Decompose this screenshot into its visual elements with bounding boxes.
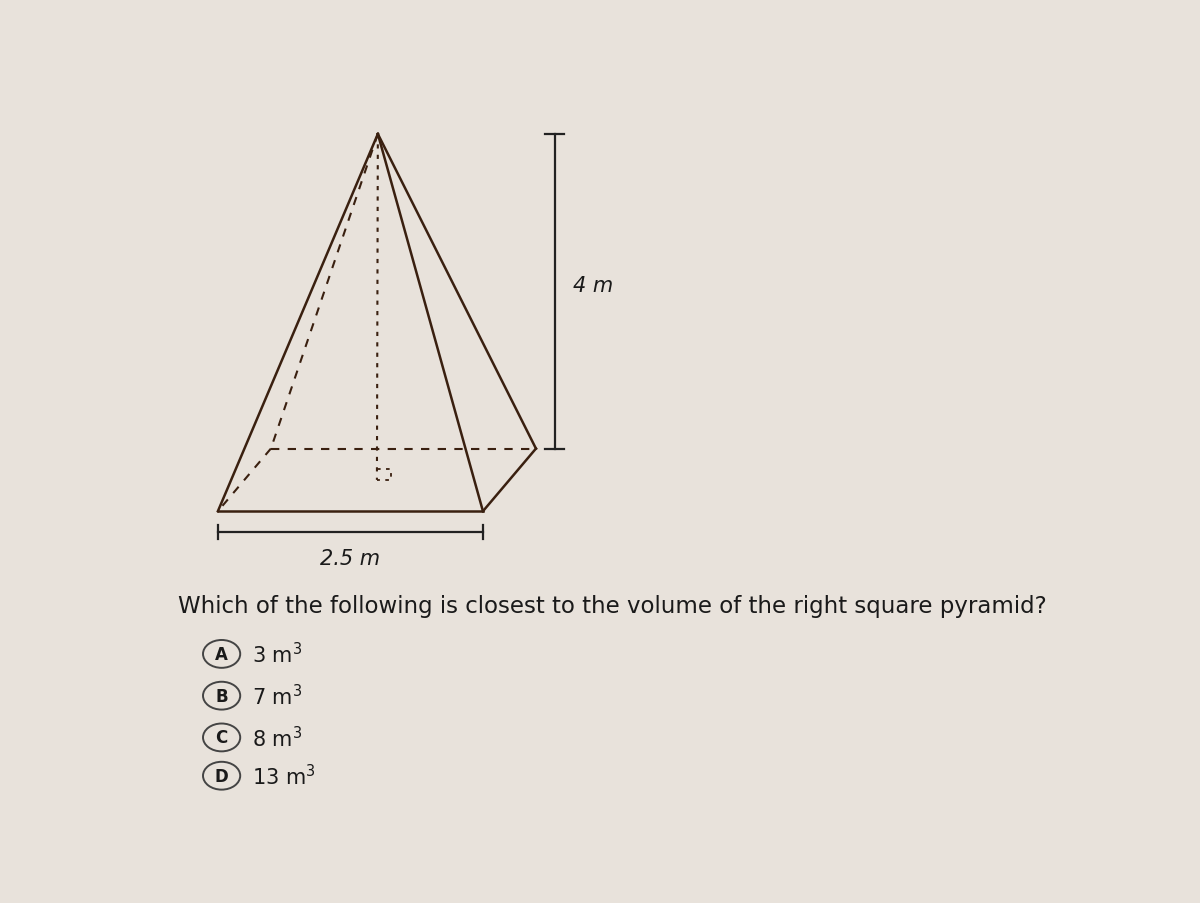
Text: B: B bbox=[215, 687, 228, 705]
Text: D: D bbox=[215, 767, 228, 785]
Text: 2.5 m: 2.5 m bbox=[320, 548, 380, 569]
Text: 4 m: 4 m bbox=[574, 275, 613, 295]
Text: Which of the following is closest to the volume of the right square pyramid?: Which of the following is closest to the… bbox=[178, 594, 1046, 617]
Text: 13 m$^3$: 13 m$^3$ bbox=[252, 763, 316, 788]
Text: 7 m$^3$: 7 m$^3$ bbox=[252, 684, 302, 709]
Text: 3 m$^3$: 3 m$^3$ bbox=[252, 642, 302, 666]
Text: C: C bbox=[216, 729, 228, 747]
Text: A: A bbox=[215, 645, 228, 663]
Text: 8 m$^3$: 8 m$^3$ bbox=[252, 725, 302, 750]
